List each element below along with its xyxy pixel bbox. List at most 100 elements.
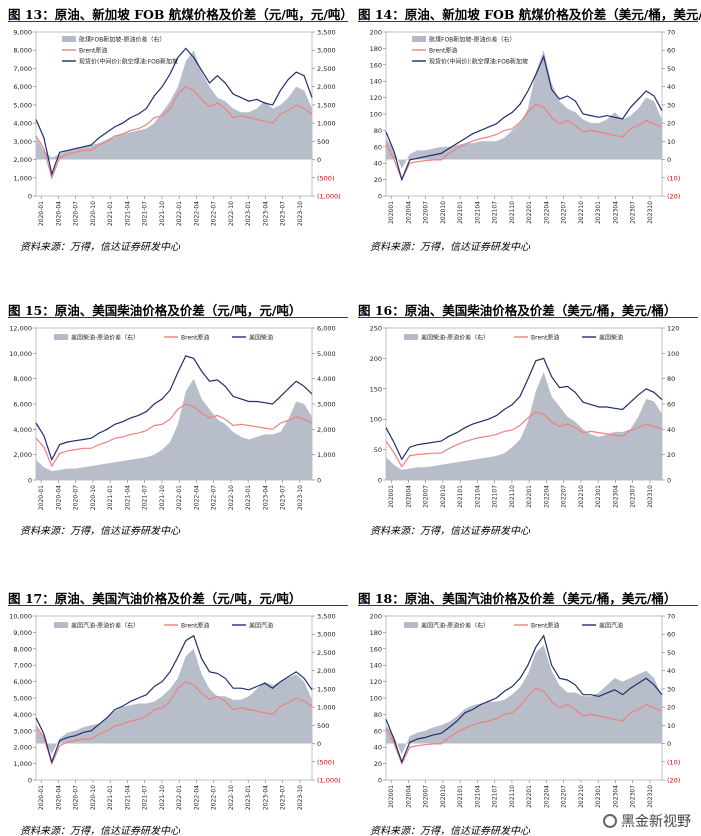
figure-17: 图 17：原油、美国汽油价格及价差（元/吨，元/吨） 0 1,000 2,000 3,… [8,588,348,836]
left-tick-label: 1,000 [13,174,32,182]
legend-label: 现货价(中间价):航空煤油:FOB新加坡 [429,58,528,66]
left-tick-label: 7,000 [13,662,32,670]
x-tick-label: 202001 [388,201,395,224]
legend-label: 美国柴油 [599,334,623,342]
x-tick-label: 202304 [612,485,619,508]
x-tick-label: 202104 [474,201,481,224]
source-note: 资料来源：万得，信达证券研发中心 [370,242,530,253]
right-tick-label: 10 [667,722,675,730]
x-tick-label: 202110 [509,485,516,508]
legend-label: Brent原油 [531,334,559,342]
right-tick-label: 0 [667,156,671,164]
legend-label: 美国汽油-原油价差（右） [421,622,489,630]
left-tick-label: 140 [370,662,382,670]
right-tick-label: (500) [317,174,334,182]
right-tick-label: 2,000 [317,667,336,675]
right-tick-label: 0 [317,156,321,164]
x-tick-label: 202310 [647,201,654,224]
left-tick-label: 6,000 [13,401,32,409]
left-tick-label: 80 [374,127,382,135]
left-tick-label: 60 [374,727,382,735]
x-tick-label: 2021-07 [142,201,149,226]
legend-label: Brent原油 [531,622,559,630]
title-rule [358,21,698,22]
x-tick-label: 202101 [457,201,464,224]
chart-figure-17: 0 1,000 2,000 3,000 4,000 5,000 6,000 7,000 8,00… [9,613,340,811]
left-tick-label: 200 [370,355,382,363]
left-tick-label: 140 [370,78,382,86]
right-tick-label: 2,000 [317,83,336,91]
x-tick-label: 2023-07 [280,785,287,810]
left-tick-label: 180 [370,629,382,637]
x-tick-label: 202310 [647,785,654,808]
x-tick-label: 202010 [440,201,447,224]
x-tick-label: 2021-01 [107,201,114,226]
left-tick-label: 6,000 [13,83,32,91]
series-area [36,378,312,480]
left-tick-label: 0 [28,477,32,485]
figure-title: 图 15：原油、美国柴油价格及价差（元/吨，元/吨） [8,303,302,318]
left-tick-label: 50 [374,446,382,454]
legend-label: 现货价(中间价):航空煤油:FOB新加坡 [79,58,178,66]
right-tick-label: 30 [667,685,675,693]
left-tick-label: 0 [28,193,32,201]
x-tick-label: 202204 [543,785,550,808]
left-tick-label: 4,000 [13,426,32,434]
x-tick-label: 202307 [630,201,637,224]
watermark: 黑金新视野 [599,810,695,832]
series-line [385,54,663,182]
x-tick-label: 2022-07 [211,785,218,810]
x-tick-label: 2023-07 [280,485,287,510]
x-tick-label: 2020-01 [38,485,45,510]
left-tick-label: 10,000 [9,350,32,358]
right-tick-label: 3,500 [317,29,336,37]
x-tick-label: 2020-07 [73,485,80,510]
x-tick-label: 2022-01 [176,485,183,510]
x-tick-label: 2020-10 [90,785,97,810]
title-rule [8,21,348,22]
right-tick-label: 20 [667,704,675,712]
x-tick-label: 202101 [457,485,464,508]
figure-title: 图 13：原油、新加坡 FOB 航煤价格及价差（元/吨，元/吨） [8,7,353,22]
left-tick-label: 8,000 [13,645,32,653]
left-tick-label: 80 [374,711,382,719]
x-tick-label: 2022-04 [193,485,200,510]
source-note: 资料来源：万得，信达证券研发中心 [370,526,530,537]
wechat-icon [603,814,617,828]
x-tick-label: 2022-01 [176,201,183,226]
left-tick-label: 60 [374,143,382,151]
left-tick-label: 1,000 [13,760,32,768]
left-tick-label: 7,000 [13,65,32,73]
left-tick-label: 6,000 [13,678,32,686]
right-tick-label: 80 [667,375,675,383]
right-tick-label: 3,000 [317,401,336,409]
x-tick-label: 2022-10 [228,785,235,810]
legend-label: 航煤FOB新加坡-原油价差（右） [79,36,165,44]
x-tick-label: 2020-01 [38,785,45,810]
left-tick-label: 0 [378,777,382,785]
x-tick-label: 202104 [474,785,481,808]
left-tick-label: 12,000 [9,325,32,333]
left-tick-label: 9,000 [13,629,32,637]
left-tick-label: 8,000 [13,47,32,55]
x-tick-label: 202104 [474,485,481,508]
left-tick-label: 0 [378,477,382,485]
x-tick-label: 2020-10 [90,201,97,226]
x-tick-label: 2021-10 [159,485,166,510]
figure-title: 图 18：原油、美国汽油价格及价差（美元/桶，美元/桶） [358,591,677,606]
x-tick-label: 202001 [388,785,395,808]
x-tick-label: 2021-07 [142,485,149,510]
x-tick-label: 2022-01 [176,785,183,810]
right-tick-label: 50 [667,649,675,657]
right-tick-label: (10) [667,174,680,182]
right-tick-label: (20) [667,777,680,785]
legend-label: 美国汽油 [599,622,623,630]
right-tick-label: (20) [667,193,680,201]
right-tick-label: 30 [667,101,675,109]
series-line [35,634,313,764]
figure-title: 图 17：原油、美国汽油价格及价差（元/吨，元/吨） [8,591,302,606]
x-tick-label: 202001 [388,485,395,508]
source-note: 资料来源：万得，信达证券研发中心 [20,526,180,537]
legend-label: 美国汽油 [249,622,273,630]
series-line [385,357,663,461]
